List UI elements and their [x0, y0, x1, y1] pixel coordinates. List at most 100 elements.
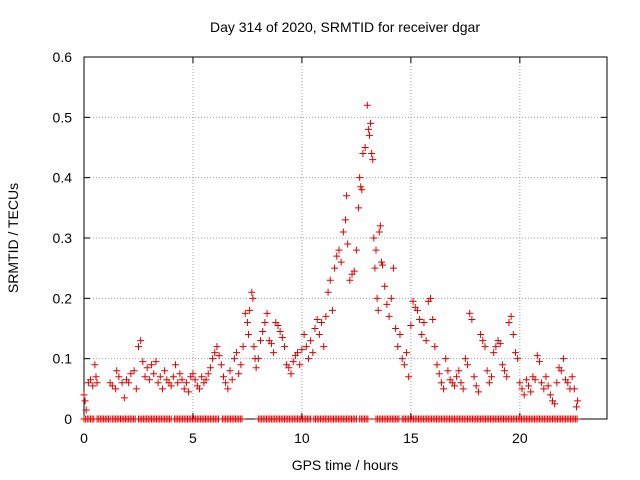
data-point	[485, 379, 493, 387]
data-point	[385, 312, 393, 320]
data-point	[278, 334, 286, 342]
data-point	[405, 373, 413, 381]
data-point	[161, 367, 169, 375]
data-point	[507, 312, 515, 320]
data-point	[518, 385, 526, 393]
data-point-zero	[573, 415, 581, 423]
data-point	[535, 358, 543, 366]
data-point	[337, 258, 345, 266]
data-point	[477, 331, 485, 339]
data-point	[479, 337, 487, 345]
data-point	[516, 379, 524, 387]
data-point	[398, 355, 406, 363]
x-tick-label: 5	[189, 430, 197, 446]
data-point	[143, 364, 151, 372]
data-point	[371, 264, 379, 272]
data-point	[367, 119, 375, 127]
data-point	[285, 364, 293, 372]
data-point	[320, 343, 328, 351]
data-point	[195, 385, 203, 393]
data-point	[237, 361, 245, 369]
data-point	[158, 385, 166, 393]
data-point	[248, 288, 256, 296]
y-tick-label: 0.5	[53, 109, 73, 125]
data-point	[559, 355, 567, 363]
data-point	[113, 367, 121, 375]
data-point	[235, 370, 243, 378]
data-point	[503, 373, 511, 381]
y-tick-label: 0.4	[53, 170, 73, 186]
data-point	[239, 343, 247, 351]
data-point	[296, 361, 304, 369]
data-point	[365, 131, 373, 139]
x-tick-label: 0	[80, 430, 88, 446]
data-point	[437, 379, 445, 387]
data-point	[370, 234, 378, 242]
data-point	[174, 379, 182, 387]
data-point	[455, 367, 463, 375]
data-point	[204, 370, 212, 378]
data-point	[209, 355, 217, 363]
data-point	[315, 331, 323, 339]
data-point	[361, 144, 369, 151]
data-point	[498, 361, 506, 369]
data-point	[311, 325, 319, 332]
data-point	[211, 349, 219, 357]
data-point	[148, 361, 156, 369]
data-point	[374, 306, 382, 314]
data-point	[252, 364, 260, 372]
data-point	[154, 379, 162, 387]
data-point	[344, 240, 352, 248]
y-tick-label: 0.1	[53, 351, 73, 367]
data-point	[176, 370, 184, 378]
data-point	[245, 331, 253, 339]
x-axis-label: GPS time / hours	[292, 457, 399, 473]
data-point	[505, 318, 513, 326]
data-point	[115, 373, 123, 381]
data-point	[228, 376, 236, 384]
x-tick-label: 20	[512, 430, 528, 446]
y-tick-label: 0.3	[53, 230, 73, 246]
data-point	[335, 246, 343, 254]
data-point	[509, 331, 517, 339]
data-point	[328, 306, 336, 314]
data-point	[453, 373, 461, 381]
data-point	[474, 388, 482, 396]
data-point	[394, 343, 402, 351]
data-point	[137, 337, 145, 345]
data-point	[359, 150, 367, 158]
data-point	[169, 373, 177, 381]
data-point	[368, 150, 376, 158]
data-point	[501, 367, 509, 375]
data-point	[224, 385, 232, 393]
data-point	[383, 300, 391, 308]
data-point	[364, 125, 372, 133]
data-points	[80, 101, 582, 423]
data-point	[302, 343, 310, 351]
data-point	[418, 331, 426, 339]
data-point	[108, 382, 116, 390]
data-point	[141, 373, 149, 381]
data-point	[461, 355, 469, 363]
data-point	[206, 364, 214, 372]
data-point	[450, 382, 458, 390]
data-point	[267, 340, 275, 348]
data-point	[572, 403, 580, 411]
data-point	[488, 373, 496, 381]
data-point	[492, 343, 500, 351]
data-point	[372, 246, 380, 254]
data-point	[233, 349, 241, 357]
data-point	[318, 318, 326, 326]
data-point	[522, 376, 530, 384]
data-point	[546, 391, 554, 399]
data-point	[254, 355, 262, 363]
data-point	[433, 361, 441, 369]
x-tick-label: 15	[403, 430, 419, 446]
data-point	[219, 373, 227, 381]
data-point	[472, 382, 480, 390]
data-point	[538, 379, 546, 387]
data-point	[464, 361, 472, 369]
data-point	[429, 315, 437, 323]
data-point	[363, 101, 371, 109]
data-point	[540, 385, 548, 393]
